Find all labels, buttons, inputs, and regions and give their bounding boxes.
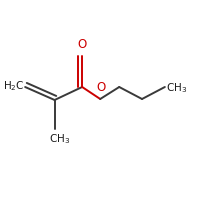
Text: CH$_3$: CH$_3$ <box>166 81 187 95</box>
Text: H$_2$C: H$_2$C <box>3 79 24 93</box>
Text: CH$_3$: CH$_3$ <box>49 132 70 146</box>
Text: O: O <box>97 81 106 94</box>
Text: O: O <box>78 38 87 51</box>
